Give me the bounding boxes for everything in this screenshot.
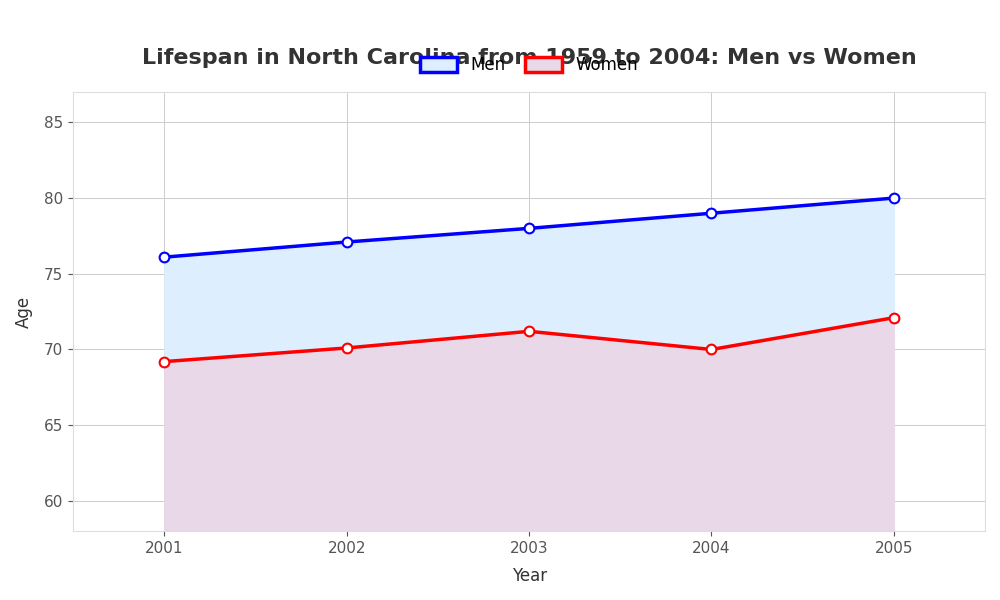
X-axis label: Year: Year: [512, 567, 547, 585]
Legend: Men, Women: Men, Women: [412, 48, 646, 82]
Men: [158, 254, 170, 261]
Men: [523, 225, 535, 232]
Women: [888, 314, 900, 321]
Women: [341, 344, 353, 352]
Line: Men: Men: [160, 193, 899, 262]
Women: [705, 346, 717, 353]
Line: Women: Women: [160, 313, 899, 367]
Y-axis label: Age: Age: [15, 296, 33, 328]
Title: Lifespan in North Carolina from 1959 to 2004: Men vs Women: Lifespan in North Carolina from 1959 to …: [142, 49, 916, 68]
Men: [341, 238, 353, 245]
Men: [888, 194, 900, 202]
Women: [158, 358, 170, 365]
Women: [523, 328, 535, 335]
Men: [705, 209, 717, 217]
